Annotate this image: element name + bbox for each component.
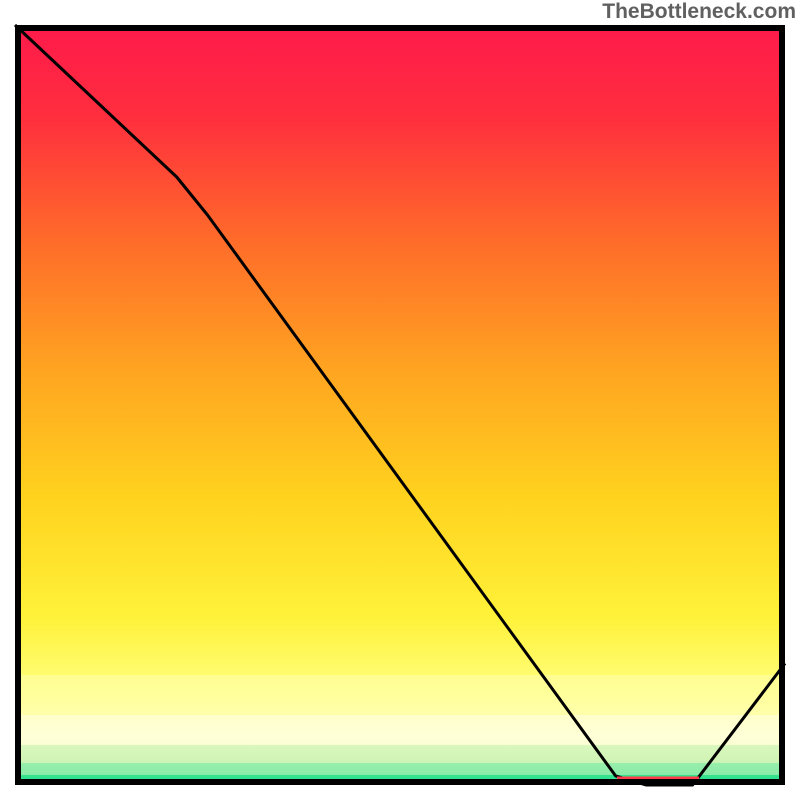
plot-background — [15, 25, 785, 785]
bottom-band — [15, 763, 785, 775]
bottom-band — [15, 715, 785, 745]
plot-group — [15, 25, 785, 785]
bottom-band — [15, 745, 785, 763]
bottom-band — [15, 675, 785, 715]
bottom-bands — [15, 675, 785, 785]
watermark-text: TheBottleneck.com — [602, 0, 796, 24]
chart-svg — [0, 0, 800, 800]
